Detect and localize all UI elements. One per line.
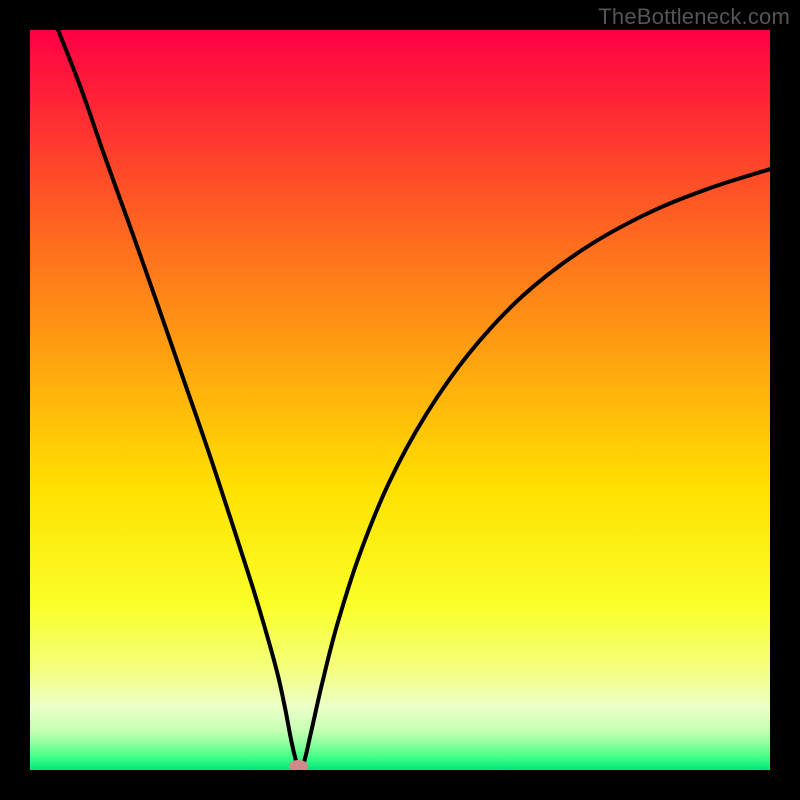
- optimum-marker: [289, 760, 308, 770]
- bottleneck-curve: [30, 30, 770, 770]
- plot-area: [30, 30, 770, 770]
- chart-root: TheBottleneck.com: [0, 0, 800, 800]
- watermark-text: TheBottleneck.com: [598, 4, 790, 30]
